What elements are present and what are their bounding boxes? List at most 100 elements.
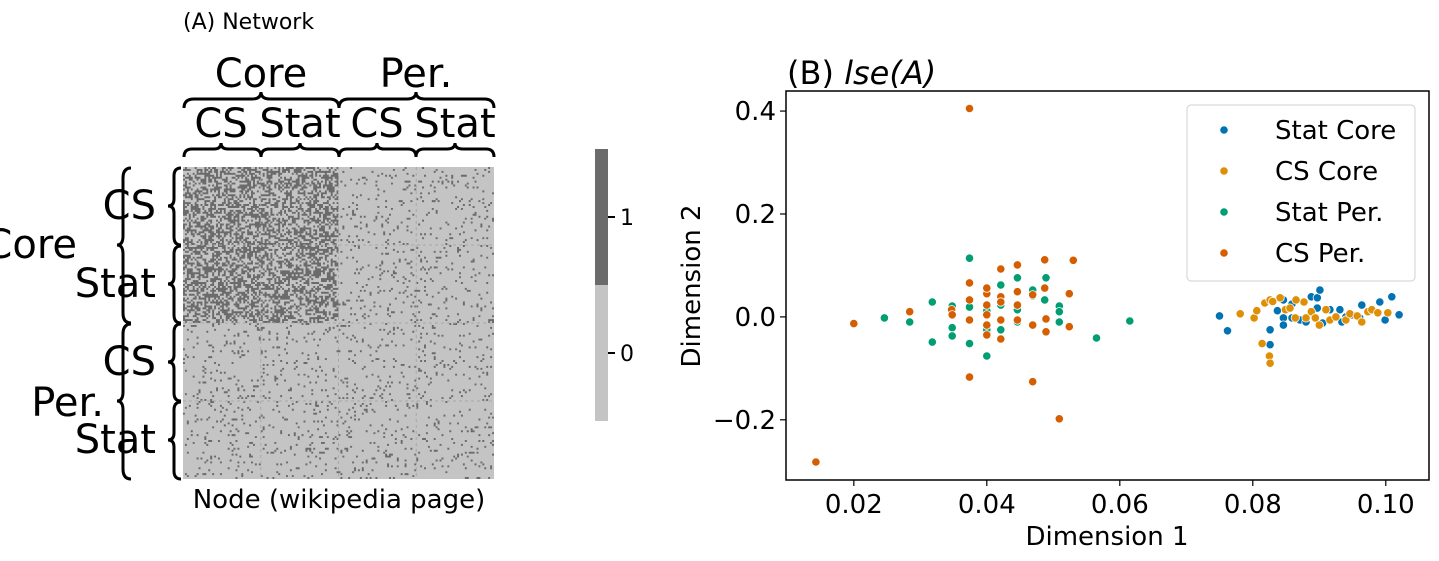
- top-subgroup-brace: [182, 142, 263, 158]
- top-subgroup-label-per-stat: Stat: [414, 101, 495, 147]
- legend-label: Stat Core: [1275, 116, 1396, 146]
- data-point: [996, 280, 1006, 290]
- data-point: [1299, 297, 1309, 307]
- left-subgroup-label-core-cs: CS: [103, 183, 156, 229]
- data-point: [1257, 338, 1267, 349]
- legend-marker: [1219, 248, 1229, 258]
- data-point: [1285, 303, 1295, 313]
- data-point: [996, 325, 1006, 335]
- data-point: [1265, 340, 1275, 350]
- data-point: [1125, 316, 1135, 326]
- data-point: [1314, 320, 1324, 330]
- data-point: [964, 315, 975, 325]
- data-point: [1387, 292, 1397, 302]
- data-point: [1265, 325, 1275, 335]
- left-subgroup-label-core-stat: Stat: [75, 261, 156, 307]
- data-point: [982, 310, 992, 320]
- left-subgroup-brace: [167, 166, 182, 247]
- data-point: [1028, 320, 1038, 330]
- data-point: [1278, 320, 1289, 330]
- top-group-brace-core: [182, 91, 341, 109]
- data-point: [1252, 306, 1262, 316]
- legend-marker: [1219, 125, 1229, 135]
- data-point: [1041, 314, 1051, 324]
- data-point: [1321, 305, 1331, 315]
- y-axis-ticks: −0.2 0.0 0.2 0.4: [713, 97, 786, 436]
- data-point: [1375, 297, 1385, 307]
- scatter-ylabel: Dimension 2: [677, 204, 707, 367]
- left-group-brace-core: [116, 166, 132, 325]
- data-point: [1312, 293, 1322, 303]
- data-point: [905, 317, 915, 327]
- scatter-xlabel: Dimension 1: [1025, 522, 1188, 552]
- data-point: [982, 300, 992, 310]
- data-point: [1012, 273, 1023, 283]
- data-point: [1214, 311, 1225, 321]
- data-point: [1054, 317, 1064, 327]
- data-point: [927, 297, 937, 307]
- x-tick-label: 0.02: [825, 490, 883, 520]
- left-subgroup-label-per-cs: CS: [103, 339, 156, 385]
- colorbar: 01: [595, 149, 634, 421]
- top-subgroup-label-core-cs: CS: [194, 101, 247, 147]
- panel-b-title-prefix: (B): [787, 54, 844, 92]
- data-point: [964, 295, 975, 305]
- data-point: [1028, 377, 1038, 387]
- x-tick-label: 0.04: [958, 490, 1016, 520]
- legend-frame: [1186, 104, 1416, 282]
- data-point: [849, 318, 859, 329]
- data-point: [1291, 295, 1301, 305]
- data-point: [1383, 308, 1393, 318]
- data-point: [811, 457, 821, 467]
- colorbar-segment-0: [595, 285, 608, 421]
- x-tick-label: 0.08: [1224, 490, 1282, 520]
- colorbar-tick-label: 0: [620, 342, 634, 367]
- top-subgroup-brace: [414, 142, 496, 158]
- data-point: [996, 334, 1006, 344]
- data-point: [1357, 317, 1367, 327]
- data-point: [964, 103, 975, 114]
- legend-label: CS Per.: [1275, 239, 1365, 269]
- data-point: [1357, 300, 1367, 310]
- data-point: [1012, 260, 1023, 270]
- legend: Stat Core CS Core Stat Per. CS Per.: [1186, 104, 1416, 282]
- data-point: [1041, 327, 1051, 337]
- data-point: [1040, 295, 1050, 305]
- left-group-label-core: Core: [0, 222, 77, 268]
- y-tick-label: 0.0: [735, 303, 776, 333]
- data-point: [964, 253, 975, 263]
- top-subgroup-label-per-cs: CS: [350, 101, 403, 147]
- data-point: [1068, 255, 1078, 265]
- data-point: [1310, 313, 1320, 323]
- data-point: [1331, 312, 1341, 322]
- data-point: [964, 278, 975, 288]
- left-subgroup-braces: [167, 166, 182, 481]
- legend-marker: [1219, 207, 1229, 217]
- top-group-label-core: Core: [215, 51, 308, 97]
- data-point: [1222, 326, 1233, 336]
- data-point: [1054, 414, 1064, 424]
- data-point: [1352, 311, 1362, 321]
- data-point: [1040, 255, 1050, 265]
- panel-b-title: (B) lse(A): [787, 54, 936, 92]
- y-tick-label: 0.2: [735, 200, 776, 230]
- x-axis-ticks: 0.02 0.04 0.06 0.08 0.10: [825, 480, 1415, 520]
- data-point: [1012, 300, 1023, 310]
- data-point: [1064, 289, 1074, 299]
- data-point: [879, 313, 890, 323]
- data-point: [982, 283, 992, 293]
- left-subgroup-brace: [167, 400, 182, 481]
- scatter-axes-frame: [785, 90, 1430, 481]
- data-point: [1028, 290, 1038, 300]
- data-point: [1054, 307, 1064, 317]
- left-group-braces: [116, 166, 132, 481]
- data-point: [947, 310, 957, 320]
- y-tick-label: 0.4: [735, 97, 776, 127]
- x-tick-label: 0.10: [1357, 490, 1415, 520]
- series-cs-per: [811, 103, 1078, 467]
- adjacency-heatmap: [183, 167, 494, 479]
- top-group-label-per: Per.: [380, 51, 453, 97]
- left-group-label-per: Per.: [31, 380, 104, 426]
- panel-b-title-math: lse(A): [844, 54, 936, 92]
- panel-b-scatter: (B) lse(A) 0.02 0.04 0.06 0.08 0.10 −0.2 0.0 0…: [677, 54, 1430, 552]
